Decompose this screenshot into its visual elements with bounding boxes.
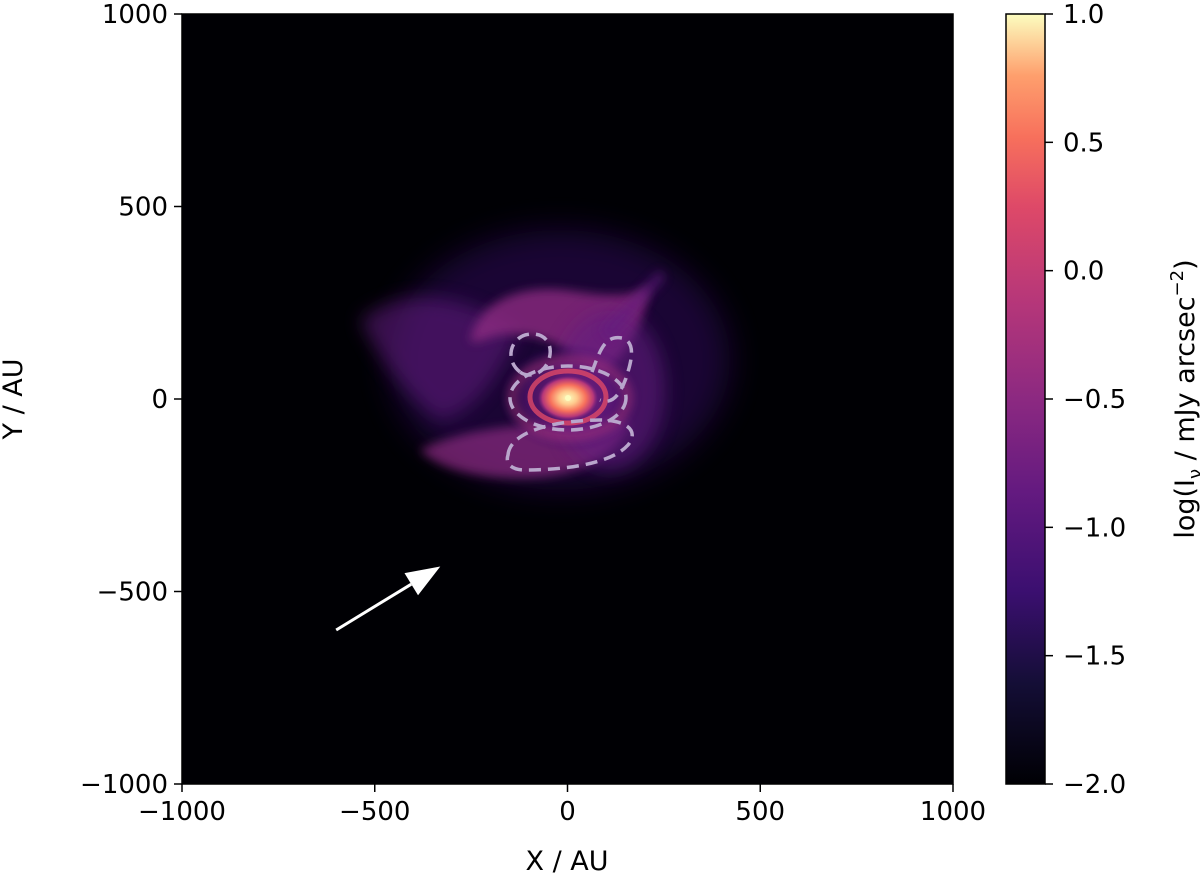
colorbar (1005, 13, 1046, 785)
contour-right-arm (590, 335, 634, 403)
contour-inner (508, 364, 628, 432)
contour-lower (505, 418, 634, 472)
colorbar-label-sup: −2 (1167, 270, 1188, 297)
emission-image (360, 230, 730, 490)
direction-arrow (335, 566, 441, 632)
x-tick-label: 500 (735, 797, 785, 827)
contour-upper (509, 332, 552, 377)
colorbar-tick-label: 1.0 (1063, 0, 1104, 30)
colorbar-tick-label: 0.5 (1063, 128, 1104, 158)
ring-2 (527, 368, 609, 426)
x-axis-label: X / AU (526, 846, 609, 877)
x-axis-ticks: −1000 −500 0 500 1000 (138, 784, 986, 827)
y-axis-label: Y / AU (0, 359, 29, 441)
colorbar-tick-label: −2.0 (1063, 770, 1126, 800)
x-tick-label: −1000 (138, 797, 226, 827)
y-tick-label: 1000 (102, 0, 168, 30)
y-axis-ticks: −1000 −500 0 500 1000 (80, 0, 182, 800)
colorbar-label: log(Iν / mJy arcsec−2) (1167, 259, 1200, 538)
colorbar-label-sub: ν (1185, 469, 1200, 479)
x-tick-label: 1000 (920, 797, 986, 827)
colorbar-tick-label: 0.0 (1063, 257, 1104, 287)
colorbar-tick-label: −1.5 (1063, 642, 1126, 672)
colorbar-label-main: log(I (1170, 479, 1200, 539)
y-tick-label: 0 (151, 385, 168, 415)
x-tick-label: 0 (559, 797, 576, 827)
arrow-head (404, 566, 441, 596)
colorbar-label-mid: / mJy arcsec (1170, 296, 1200, 469)
colorbar-tick-label: −1.0 (1063, 513, 1126, 543)
colorbar-ticks: 1.0 0.5 0.0 −0.5 −1.0 −1.5 −2.0 (1045, 0, 1126, 800)
colorbar-tick-label: −0.5 (1063, 385, 1126, 415)
x-tick-label: −500 (339, 797, 410, 827)
streak (600, 270, 665, 340)
y-tick-label: 500 (118, 193, 168, 223)
y-tick-label: −1000 (80, 770, 168, 800)
core-center (565, 395, 571, 401)
colorbar-label-end: ) (1170, 259, 1200, 270)
y-tick-label: −500 (97, 578, 168, 608)
arrow-shaft (335, 582, 413, 632)
ring-1 (509, 357, 631, 439)
